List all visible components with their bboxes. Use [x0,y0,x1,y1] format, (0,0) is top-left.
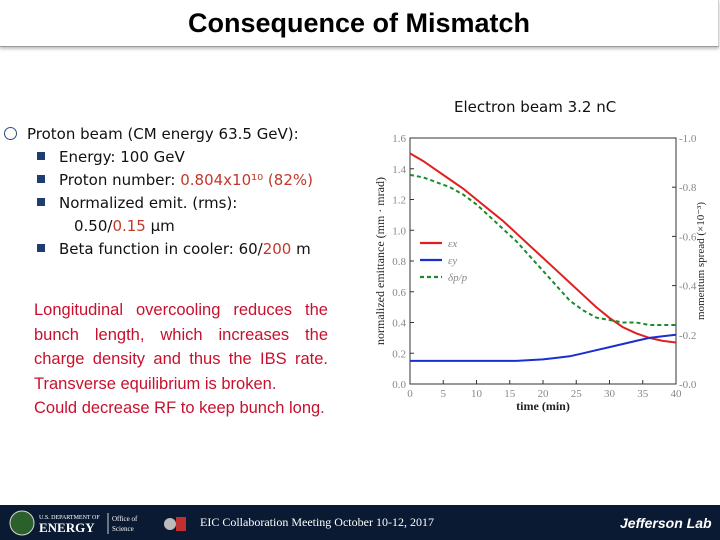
x-tick-label: 20 [538,388,550,400]
legend-label: εy [448,255,457,267]
slide-title: Consequence of Mismatch [187,8,531,38]
square-bullet-icon [37,152,45,160]
circle-bullet-icon [4,127,17,140]
electron-beam-label: Electron beam 3.2 nC [454,98,617,116]
energy-small-text: U.S. DEPARTMENT OF [39,515,100,521]
y2-tick-label: -1.0 [679,133,697,145]
x-tick-label: 15 [504,388,516,400]
x-tick-label: 40 [671,388,683,400]
science-text: Science [112,525,134,533]
y-tick-label: 1.2 [392,195,406,207]
emittance-chart: 0 5 10 15 20 25 30 35 40 0.0 0.2 0.4 0.6 0.8 1.0 1.2 1.4… [373,133,707,413]
x-tick-label: 30 [604,388,616,400]
y2-tick-label: -0.4 [679,281,697,293]
meeting-text: EIC Collaboration Meeting October 10-12,… [200,515,434,529]
sub-text: Proton number: [59,171,181,189]
emit-value: 0.50/ [74,217,113,235]
emit-highlight: 0.15 [112,217,146,235]
y2-tick-label: -0.0 [679,379,697,391]
legend-label: εx [448,238,457,250]
sub-bullet-emittance: Normalized emit. (rms): [37,191,237,216]
square-bullet-icon [37,244,45,252]
sub-highlight: 0.804x10¹⁰ (82%) [180,171,313,189]
footer-bar: U.S. DEPARTMENT OF ENERGY Office of Scie… [0,505,720,540]
sub-bullet-beta: Beta function in cooler: 60/200 m [37,237,311,262]
y-tick-label: 1.0 [392,225,406,237]
y2-tick-label: -0.6 [679,231,697,243]
emit-unit: μm [145,217,175,235]
y-tick-label: 0.0 [392,379,406,391]
y-tick-label: 0.4 [392,318,406,330]
main-bullet: Proton beam (CM energy 63.5 GeV): [4,122,299,147]
sub-text: Energy: 100 GeV [59,148,185,166]
y-tick-label: 1.4 [392,164,406,176]
x-tick-label: 10 [471,388,483,400]
series-line-2 [410,333,677,362]
x-axis-label: time (min) [516,399,570,413]
doe-energy-logo: U.S. DEPARTMENT OF ENERGY Office of Scie… [9,510,186,536]
jefferson-lab-logo: Jefferson Lab [620,515,712,531]
explanation-paragraph-1: Longitudinal overcooling reduces the bun… [34,301,328,393]
y2-tick-label: -0.2 [679,330,696,342]
y-tick-label: 0.8 [392,256,406,268]
x-tick-label: 0 [407,388,413,400]
legend-label: δp/p [448,272,468,284]
y-tick-label: 0.6 [392,287,406,299]
x-tick-label: 25 [571,388,583,400]
sub-text: Beta function in cooler: 60/ [59,240,263,258]
explanation-text: Longitudinal overcooling reduces the bun… [34,298,328,421]
explanation-paragraph-2: Could decrease RF to keep bunch long. [34,399,325,417]
y2-axis-label: momentum spread (×10⁻³) [695,202,707,320]
sub-bullet-energy: Energy: 100 GeV [37,145,185,170]
x-tick-label: 5 [441,388,447,400]
y2-tick-label: -0.8 [679,182,697,194]
sub-text: Normalized emit. (rms): [59,194,238,212]
square-bullet-icon [37,175,45,183]
office-text: Office of [112,515,138,523]
y-tick-label: 1.6 [392,133,406,145]
y-axis-label: normalized emittance (mm · mrad) [373,177,387,345]
series-line-1 [409,152,677,344]
title-bar: Consequence of Mismatch [0,0,719,47]
square-bullet-icon [37,198,45,206]
x-tick-label: 35 [637,388,649,400]
series-line-3 [409,173,676,326]
sub-highlight: 200 [262,240,292,258]
energy-word: ENERGY [39,520,95,535]
y-tick-label: 0.2 [392,348,406,360]
main-bullet-text: Proton beam (CM energy 63.5 GeV): [27,125,299,143]
sub-bullet-proton-number: Proton number: 0.804x10¹⁰ (82%) [37,168,313,193]
sub-unit: m [291,240,311,258]
emittance-values: 0.50/0.15 μm [74,214,175,239]
